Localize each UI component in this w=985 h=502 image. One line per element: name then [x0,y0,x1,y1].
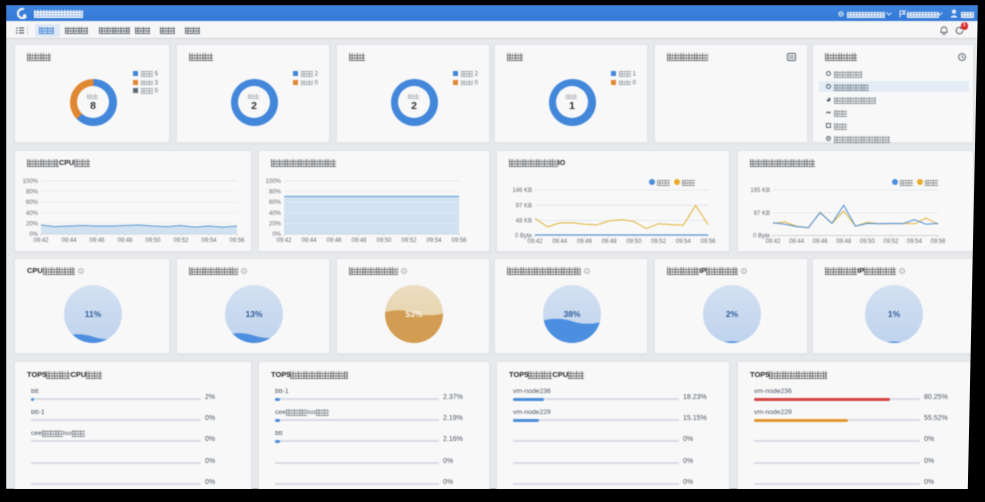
svg-text:09:56: 09:56 [229,238,245,244]
svg-text:11%: 11% [85,309,102,319]
svg-text:09:52: 09:52 [883,239,899,245]
svg-text:80%: 80% [26,190,39,196]
svg-text:2%: 2% [726,309,739,319]
svg-text:09:46: 09:46 [326,238,342,244]
svg-text:38%: 38% [563,309,580,319]
svg-text:09:46: 09:46 [89,238,105,244]
svg-text:40%: 40% [269,211,282,217]
svg-text:09:52: 09:52 [651,239,667,245]
svg-text:80%: 80% [269,190,282,196]
svg-text:09:56: 09:56 [451,238,467,244]
svg-text:09:50: 09:50 [626,239,642,245]
svg-text:20%: 20% [269,221,282,227]
svg-text:20%: 20% [26,221,39,227]
svg-text:0%: 0% [29,232,38,238]
svg-text:60%: 60% [26,200,39,206]
svg-text:09:42: 09:42 [527,239,543,245]
svg-text:97 KB: 97 KB [516,203,532,209]
svg-text:09:48: 09:48 [602,239,618,245]
svg-text:09:44: 09:44 [789,239,805,245]
svg-text:0%: 0% [272,232,281,238]
svg-text:40%: 40% [26,211,39,217]
svg-text:13%: 13% [245,309,262,319]
svg-text:09:46: 09:46 [813,239,829,245]
svg-text:09:50: 09:50 [376,238,392,244]
svg-text:100%: 100% [23,179,39,185]
svg-text:09:54: 09:54 [201,238,217,244]
svg-text:09:44: 09:44 [552,239,568,245]
svg-text:0 Byte: 0 Byte [515,234,533,240]
svg-text:09:56: 09:56 [700,239,716,245]
svg-text:09:44: 09:44 [61,238,77,244]
svg-text:60%: 60% [269,200,282,206]
svg-text:09:48: 09:48 [117,238,133,244]
svg-text:09:42: 09:42 [33,238,49,244]
svg-text:09:50: 09:50 [860,239,876,245]
svg-text:09:54: 09:54 [676,239,692,245]
svg-text:1%: 1% [888,309,901,319]
svg-text:09:52: 09:52 [173,238,189,244]
svg-text:09:50: 09:50 [145,238,161,244]
svg-text:48 KB: 48 KB [516,219,532,225]
svg-text:09:54: 09:54 [426,238,442,244]
svg-text:09:44: 09:44 [301,238,317,244]
svg-text:146 KB: 146 KB [512,188,532,194]
svg-text:09:54: 09:54 [907,239,923,245]
svg-text:09:42: 09:42 [765,239,781,245]
svg-text:09:52: 09:52 [401,238,417,244]
svg-text:100%: 100% [266,179,282,185]
svg-text:09:46: 09:46 [577,239,593,245]
svg-text:0 Byte: 0 Byte [753,234,771,240]
svg-text:53%: 53% [405,309,422,319]
svg-text:97 KB: 97 KB [754,211,770,217]
svg-text:09:48: 09:48 [836,239,852,245]
svg-text:09:56: 09:56 [930,239,946,245]
svg-text:09:48: 09:48 [351,238,367,244]
svg-text:195 KB: 195 KB [750,188,770,194]
svg-text:09:42: 09:42 [276,238,292,244]
